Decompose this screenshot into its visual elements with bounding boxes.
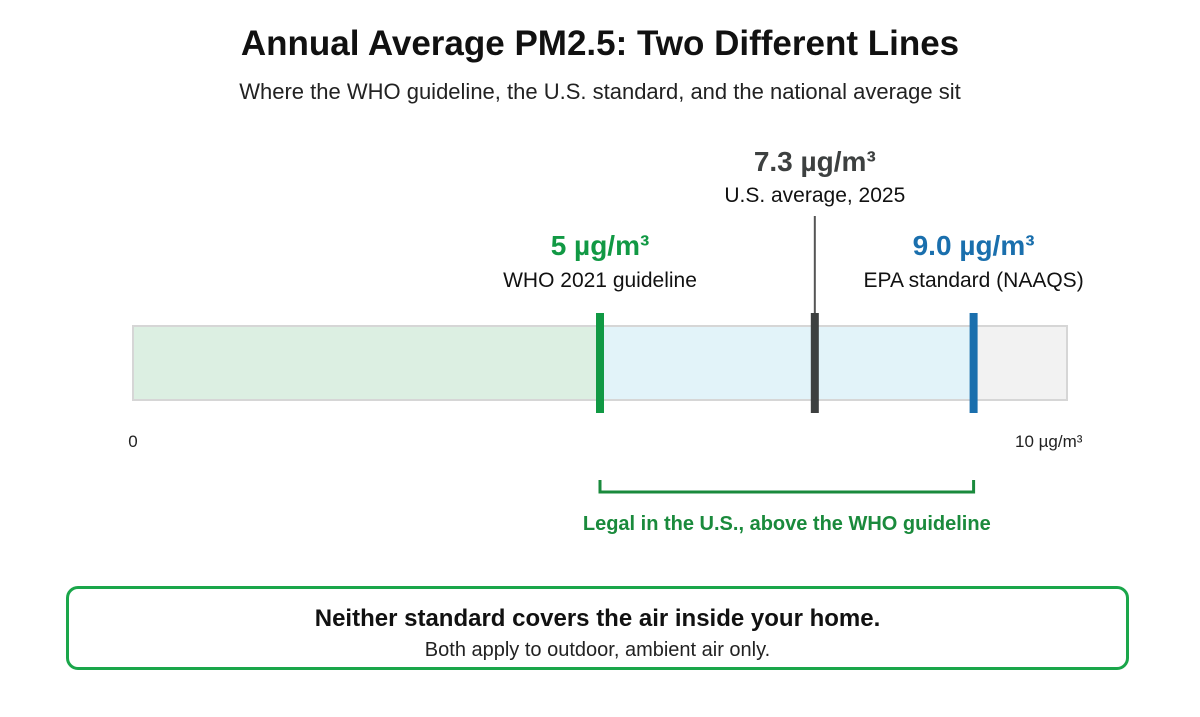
chart-subtitle: Where the WHO guideline, the U.S. standa…	[239, 79, 961, 104]
marker-0-line	[596, 313, 604, 413]
marker-1-label: U.S. average, 2025	[724, 184, 905, 207]
note-title: Neither standard covers the air inside y…	[314, 605, 881, 632]
indoor-air-note-box: Neither standard covers the air inside y…	[66, 586, 1129, 670]
marker-2-value-label: 9.0 µg/m³	[913, 230, 1035, 261]
marker-1-value-label: 7.3 µg/m³	[754, 146, 876, 177]
zone-band-1	[600, 326, 974, 400]
marker-1-line	[810, 313, 819, 413]
range-bracket-label: Legal in the U.S., above the WHO guideli…	[583, 513, 991, 535]
marker-2-label: EPA standard (NAAQS)	[863, 269, 1083, 292]
marker-2-line	[969, 313, 978, 413]
note-text: Both apply to outdoor, ambient air only.	[424, 639, 771, 661]
marker-0-label: WHO 2021 guideline	[503, 269, 697, 292]
zone-band-0	[133, 326, 600, 400]
axis-tick-label-1: 10 µg/m³	[1015, 432, 1083, 451]
marker-0-value-label: 5 µg/m³	[551, 230, 650, 261]
zone-band-2	[973, 326, 1067, 400]
axis-tick-label-0: 0	[128, 432, 137, 451]
chart-title: Annual Average PM2.5: Two Different Line…	[240, 24, 960, 63]
range-bracket	[598, 480, 976, 494]
